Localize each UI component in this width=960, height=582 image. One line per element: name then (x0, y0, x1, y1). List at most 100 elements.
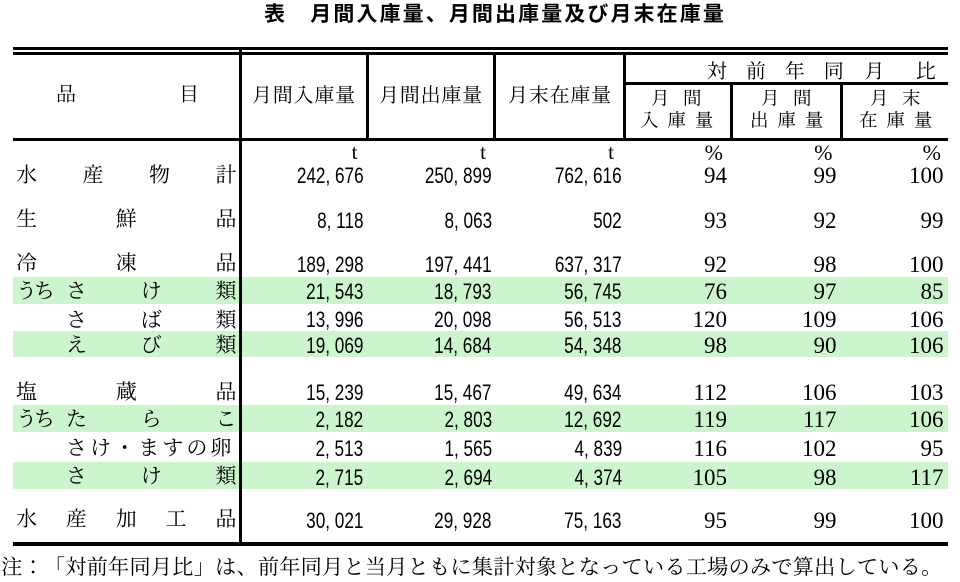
cell-percent: 98 (813, 252, 837, 277)
cell-percent: 97 (813, 279, 837, 304)
cell-tonnage: 12, 692 (472, 405, 622, 432)
row-label-text: さけ類 (64, 277, 239, 304)
row-label-text: さけ類 (64, 462, 239, 489)
cell-tonnage: 8, 118 (214, 204, 363, 233)
table-title-text: 表 月間入庫量、月間出庫量及び月末在庫量 (262, 0, 726, 27)
table-row: えび類 19, 069 14, 684 54, 348 98 90 106 (13, 331, 948, 358)
cell-percent: 95 (704, 508, 727, 533)
cell-percent: 92 (704, 252, 727, 277)
cell-tonnage-text: 56, 745 (564, 279, 622, 304)
header-yoy-stock-line1: 月末 (868, 86, 923, 110)
cell-tonnage-text: 30, 021 (306, 508, 364, 533)
v-rule-item (238, 47, 242, 546)
cell-tonnage-text: 4, 374 (574, 464, 622, 490)
cell-percent: 103 (909, 380, 944, 405)
cell-percent: 98 (813, 464, 837, 490)
cell-percent: 106 (909, 306, 944, 332)
header-yoy-stock-line2: 在庫量 (857, 108, 934, 132)
cell-tonnage-text: 29, 928 (434, 508, 492, 533)
row-label: 塩蔵品 (14, 378, 239, 405)
footnote: 注：「対前年同月比」は、前年同月と当月ともに集計対象となっている工場のみで算出し… (0, 553, 945, 580)
cell-percent: 85 (920, 279, 944, 304)
row-label: 冷凍品 (14, 249, 239, 276)
v-rule-col3 (622, 54, 626, 142)
cell-percent: 92 (813, 208, 837, 233)
cell-tonnage: 15, 467 (342, 377, 492, 405)
cell-tonnage-text: 15, 239 (306, 380, 364, 405)
header-yoy-group-text: 対前年同月比 (705, 58, 938, 84)
table-row: 水産加工品 30, 021 29, 928 75, 163 95 99 100 (13, 504, 948, 533)
cell-percent: 120 (692, 306, 728, 332)
cell-tonnage-text: 242, 676 (296, 163, 364, 188)
header-yoy-out-line2: 出庫量 (748, 108, 825, 132)
highlight-band (13, 461, 948, 489)
cell-tonnage-text: 75, 163 (564, 508, 622, 533)
header-yoy-in-line1-text: 月間 (649, 86, 704, 110)
header-item-text: 品目 (54, 81, 201, 107)
cell-tonnage: 4, 839 (472, 432, 622, 462)
cell-percent: 95 (920, 436, 944, 461)
table-row: 水産物計 242, 676 250, 899 762, 616 94 99 10… (13, 158, 948, 190)
highlight-band (13, 405, 948, 432)
cell-tonnage-text: 1, 565 (444, 436, 492, 461)
row-label: さけ・ますの卵 (64, 434, 234, 461)
cell-tonnage-text: 762, 616 (554, 163, 622, 188)
header-yoy-in-line2: 入庫量 (638, 108, 715, 132)
cell-tonnage: 30, 021 (214, 504, 364, 533)
header-month-end-stock-text: 月末在庫量 (506, 82, 613, 108)
cell-percent: 98 (704, 332, 727, 358)
row-label-text: 生鮮品 (14, 205, 239, 232)
cell-tonnage-text: 197, 441 (424, 252, 492, 277)
cell-tonnage-text: 15, 467 (434, 380, 492, 405)
cell-tonnage: 14, 684 (342, 331, 492, 358)
table-row: 塩蔵品 15, 239 15, 467 49, 634 112 106 103 (13, 377, 948, 405)
cell-tonnage-text: 2, 182 (315, 407, 364, 433)
row-label: さば類 (64, 306, 239, 333)
cell-percent: 100 (909, 163, 944, 188)
cell-tonnage: 762, 616 (472, 158, 622, 190)
cell-tonnage-text: 250, 899 (424, 163, 492, 188)
cell-tonnage-text: 56, 513 (564, 306, 622, 332)
table-row: うち たらこ 2, 182 2, 803 12, 692 119 117 106 (13, 405, 948, 432)
h-rule-group (622, 81, 948, 85)
cell-tonnage: 502 (472, 204, 622, 233)
row-label: さけ類 (64, 277, 239, 304)
header-yoy-out-line2-text: 出庫量 (748, 108, 825, 132)
cell-tonnage-text: 12, 692 (564, 407, 622, 433)
cell-tonnage: 19, 069 (214, 331, 363, 358)
table-title: 表 月間入庫量、月間出庫量及び月末在庫量 (262, 0, 726, 27)
header-yoy-group: 対前年同月比 (705, 58, 938, 84)
cell-tonnage-text: 54, 348 (564, 332, 622, 358)
row-label-text: さば類 (64, 306, 239, 333)
row-label: さけ類 (64, 462, 239, 489)
row-label-text: たらこ (64, 405, 239, 432)
table-row: さけ類 2, 715 2, 694 4, 374 105 98 117 (13, 462, 948, 490)
row-label-text: えび類 (64, 331, 239, 358)
cell-percent: 99 (813, 508, 837, 533)
header-yoy-in-line1: 月間 (649, 86, 704, 110)
cell-tonnage: 21, 543 (214, 277, 363, 304)
cell-tonnage: 20, 098 (342, 304, 492, 332)
cell-percent: 109 (802, 306, 837, 332)
cell-tonnage: 49, 634 (472, 377, 622, 405)
cell-percent: 94 (704, 163, 727, 188)
header-yoy-stock-line2-text: 在庫量 (857, 108, 934, 132)
v-rule-col1 (366, 54, 370, 142)
cell-tonnage: 15, 239 (214, 377, 364, 405)
cell-tonnage-text: 2, 803 (444, 407, 492, 433)
header-item: 品目 (54, 81, 201, 107)
cell-tonnage: 250, 899 (342, 158, 492, 190)
cell-tonnage-text: 14, 684 (434, 332, 492, 358)
row-label-text: さけ・ますの卵 (64, 434, 234, 461)
row-label: 水産物計 (14, 161, 239, 188)
cell-tonnage: 2, 694 (342, 462, 492, 490)
table-row: さけ・ますの卵 2, 513 1, 565 4, 839 116 102 95 (13, 432, 948, 462)
cell-percent: 112 (693, 380, 727, 405)
row-label-text: 冷凍品 (14, 249, 239, 276)
cell-tonnage-text: 4, 839 (574, 436, 622, 461)
cell-tonnage-text: 2, 715 (315, 464, 364, 490)
v-rule-col5 (839, 81, 843, 142)
header-yoy-in-line2-text: 入庫量 (638, 108, 715, 132)
row-label-text: 水産加工品 (14, 505, 239, 532)
